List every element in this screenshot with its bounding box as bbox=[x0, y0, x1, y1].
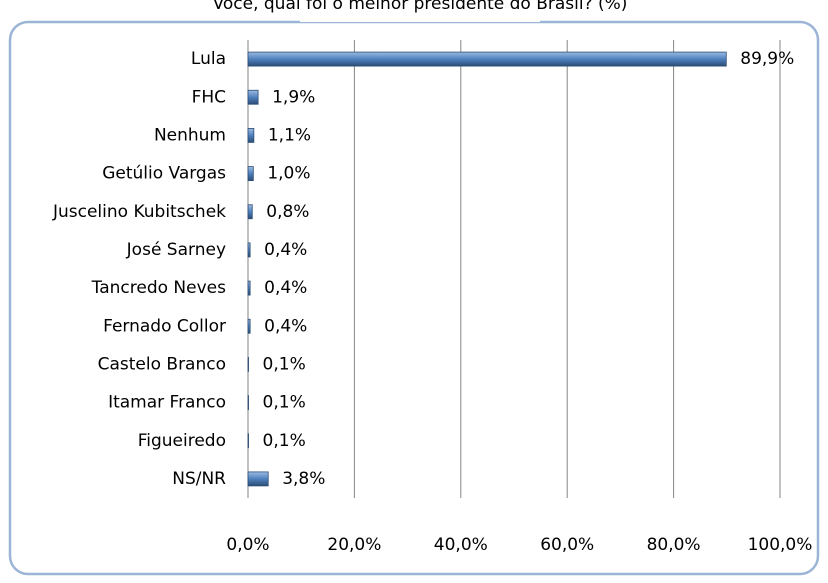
y-tick-label: Itamar Franco bbox=[108, 393, 226, 413]
bar bbox=[247, 471, 269, 487]
value-label: 1,0% bbox=[267, 164, 310, 184]
value-label: 89,9% bbox=[740, 49, 794, 69]
value-label: 1,9% bbox=[272, 87, 315, 107]
x-tick-label: 100,0% bbox=[748, 535, 813, 555]
bar bbox=[247, 166, 254, 181]
bar bbox=[247, 357, 249, 372]
value-label: 0,4% bbox=[264, 316, 307, 336]
bar bbox=[247, 280, 251, 296]
value-label: 0,4% bbox=[264, 278, 307, 298]
x-tick-label: 60,0% bbox=[540, 535, 594, 555]
bar bbox=[247, 51, 727, 67]
y-tick-label: Lula bbox=[191, 49, 226, 69]
value-label: 0,8% bbox=[266, 202, 309, 222]
y-tick-label: Castelo Branco bbox=[98, 354, 226, 374]
bar bbox=[247, 89, 259, 105]
bar bbox=[247, 318, 251, 334]
y-tick-label: Nenhum bbox=[154, 125, 226, 145]
x-tick-label: 0,0% bbox=[226, 535, 269, 555]
y-tick-label: Figueiredo bbox=[138, 431, 226, 451]
x-tick-label: 40,0% bbox=[434, 535, 488, 555]
y-tick-label: Tancredo Neves bbox=[91, 278, 226, 298]
y-tick-label: Juscelino Kubitschek bbox=[52, 202, 226, 222]
y-tick-label: Getúlio Vargas bbox=[102, 164, 226, 184]
value-label: 0,1% bbox=[263, 393, 306, 413]
title-background bbox=[300, 0, 540, 22]
bar bbox=[247, 128, 255, 143]
x-tick-label: 80,0% bbox=[647, 535, 701, 555]
value-label: 3,8% bbox=[282, 469, 325, 489]
value-label: 0,1% bbox=[263, 354, 306, 374]
y-tick-label: José Sarney bbox=[126, 240, 226, 260]
value-label: 0,4% bbox=[264, 240, 307, 260]
bar bbox=[247, 242, 251, 258]
chart-title: Você, qual foi o melhor presidente do Br… bbox=[213, 0, 628, 14]
y-tick-label: Fernado Collor bbox=[103, 316, 226, 336]
value-label: 1,1% bbox=[268, 125, 311, 145]
value-label: 0,1% bbox=[263, 431, 306, 451]
bar bbox=[247, 204, 253, 220]
bar bbox=[247, 433, 249, 449]
x-tick-label: 20,0% bbox=[327, 535, 381, 555]
bar bbox=[247, 395, 249, 410]
y-tick-label: FHC bbox=[192, 87, 226, 107]
y-tick-label: NS/NR bbox=[172, 469, 226, 489]
